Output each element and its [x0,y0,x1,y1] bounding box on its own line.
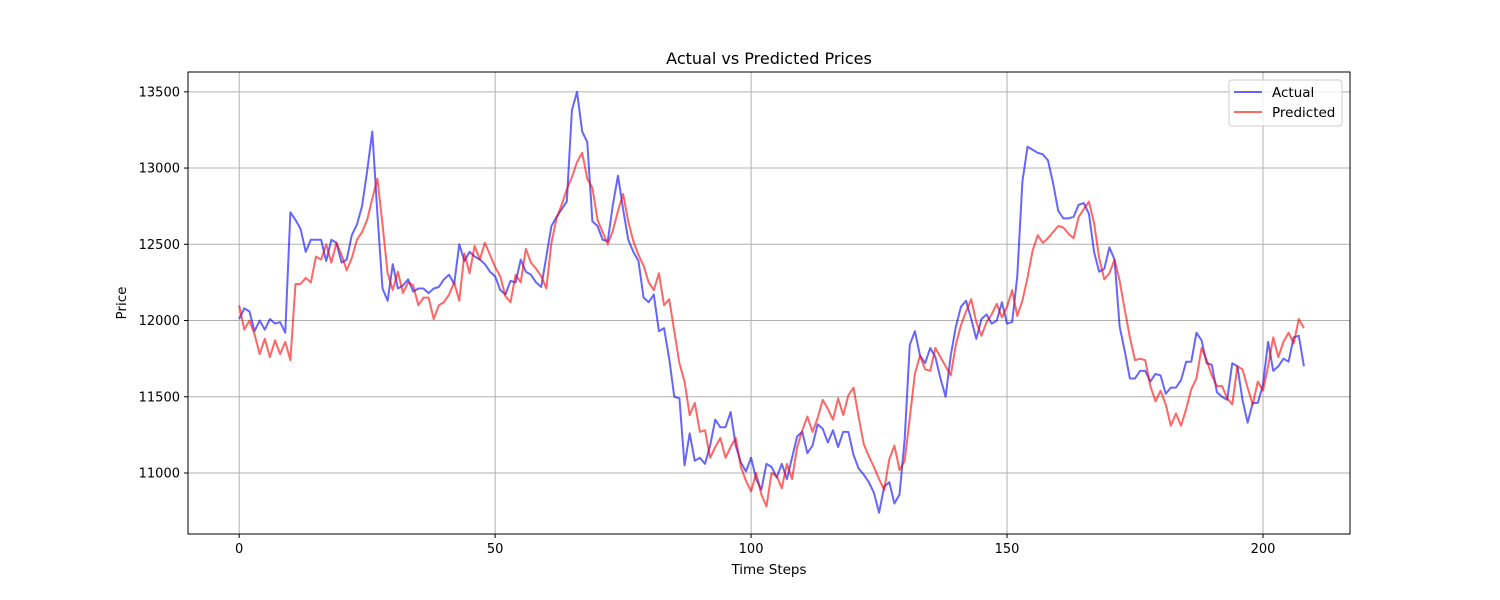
grid [188,72,1350,534]
series-lines [238,90,1305,514]
y-axis-label: Price [114,287,130,320]
legend-label-actual: Actual [1272,85,1314,101]
y-tick-label: 11500 [139,390,180,405]
x-tick-label: 0 [235,542,243,557]
y-tick-label: 12500 [139,238,180,253]
series-line-predicted [238,151,1305,508]
y-tick-label: 13000 [139,162,180,177]
legend: Actual Predicted [1228,79,1343,127]
x-tick-label: 100 [739,542,764,557]
x-tick-label: 200 [1251,542,1276,557]
y-tick-label: 13500 [139,85,180,100]
x-axis-label: Time Steps [730,562,806,578]
x-tick-label: 50 [487,542,504,557]
axis-ticks: 0 50 100 150 200 11000 11500 12000 12500 13000 135… [139,85,1276,557]
y-tick-label: 12000 [139,314,180,329]
legend-label-predicted: Predicted [1272,105,1335,121]
y-tick-label: 11000 [139,467,180,482]
series-line-actual [238,90,1305,514]
plot-frame [187,71,1351,535]
x-tick-label: 150 [995,542,1020,557]
chart-title: Actual vs Predicted Prices [666,49,872,68]
